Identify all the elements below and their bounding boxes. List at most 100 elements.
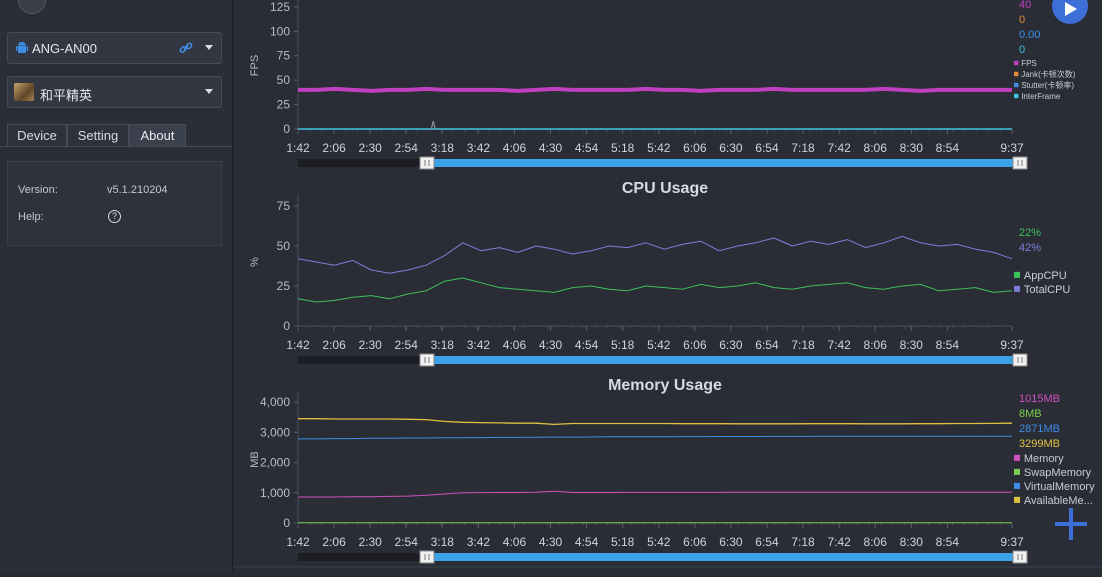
x-tick-label: 8:30: [900, 141, 924, 155]
x-tick-label: 2:30: [358, 535, 382, 549]
link-icon[interactable]: [179, 41, 193, 55]
x-tick-label: 7:42: [827, 338, 851, 352]
y-tick-label: 4,000: [260, 395, 290, 409]
legend-label: SwapMemory: [1024, 467, 1092, 479]
x-tick-label: 6:54: [755, 338, 779, 352]
legend-label: TotalCPU: [1024, 284, 1071, 296]
range-slider-handle: [1012, 353, 1028, 367]
x-tick-label: 8:30: [900, 338, 924, 352]
series-line-appcpu: [297, 277, 1013, 303]
chevron-down-icon: [205, 45, 213, 50]
tab-about[interactable]: About: [129, 124, 186, 147]
y-axis-label: MB: [249, 451, 261, 468]
y-tick-label: 50: [277, 239, 291, 253]
x-tick-label: 5:42: [647, 141, 671, 155]
device-name: ANG-AN00: [32, 41, 98, 56]
version-value: v5.1.210204: [107, 184, 168, 196]
x-tick-label: 8:06: [864, 535, 888, 549]
x-tick-label: 6:54: [755, 535, 779, 549]
series-line-virtualmemory: [298, 435, 1012, 440]
x-tick-label: 2:06: [322, 535, 346, 549]
x-tick-label: 8:30: [900, 535, 924, 549]
x-tick-label: 6:30: [719, 141, 743, 155]
charts-svg: 0 25 50 75 100 125 FPS 1:42 2:06 2:30 2:54 3:18 3:42…: [233, 0, 1102, 568]
game-icon: [14, 83, 34, 101]
version-label: Version:: [18, 184, 58, 196]
x-tick-label: 4:30: [539, 338, 563, 352]
y-tick-label: 125: [270, 0, 290, 14]
range-slider-selection: [427, 356, 1020, 364]
x-tick-label: 8:54: [936, 338, 960, 352]
avatar[interactable]: [18, 0, 46, 14]
y-axis-label: %: [249, 257, 261, 267]
current-value: 8MB: [1019, 408, 1042, 420]
x-tick-label: 5:18: [611, 141, 635, 155]
y-tick-label: 50: [277, 73, 291, 87]
x-tick-label: 2:54: [395, 338, 419, 352]
x-tick-label: 2:30: [358, 338, 382, 352]
x-tick-label: 8:54: [936, 141, 960, 155]
range-slider-handle: [1012, 156, 1028, 170]
tab-device[interactable]: Device: [7, 124, 67, 147]
series-line-availablememory: [298, 418, 1013, 426]
legend-swatch: [1014, 60, 1019, 66]
x-tick-label: 6:06: [683, 535, 707, 549]
x-tick-label: 4:06: [503, 141, 527, 155]
x-tick-label: 4:06: [503, 535, 527, 549]
x-tick-label: 5:42: [647, 535, 671, 549]
y-tick-label: 0: [283, 319, 290, 333]
legend-swatch: [1014, 93, 1019, 99]
legend-label: Memory: [1024, 453, 1064, 465]
app-name: 和平精英: [40, 88, 93, 103]
help-icon[interactable]: ?: [108, 210, 121, 223]
x-tick-label: 5:42: [647, 338, 671, 352]
current-value: 0.00: [1019, 29, 1040, 41]
x-tick-label: 3:18: [431, 338, 455, 352]
tab-divider: [0, 146, 232, 147]
legend-swatch: [1014, 271, 1021, 278]
android-icon: [16, 42, 28, 53]
chevron-down-icon: [205, 89, 213, 94]
legend-label: VirtualMemory: [1024, 481, 1095, 493]
chart-title: Memory Usage: [608, 377, 722, 394]
range-slider-handle: [1012, 550, 1028, 564]
chart-title: CPU Usage: [622, 180, 708, 197]
x-tick-label: 3:42: [467, 338, 491, 352]
x-tick-label: 8:06: [864, 338, 888, 352]
x-tick-label: 9:37: [1000, 141, 1024, 155]
x-tick-label: 7:42: [827, 141, 851, 155]
legend-swatch: [1014, 285, 1021, 292]
device-selector[interactable]: ANG-AN00: [7, 32, 222, 64]
y-tick-label: 25: [277, 98, 291, 112]
x-tick-label: 7:18: [791, 535, 815, 549]
current-value: 40: [1019, 0, 1031, 11]
x-tick-label: 4:06: [503, 338, 527, 352]
x-tick-label: 6:54: [755, 141, 779, 155]
about-panel: Version: v5.1.210204 Help: ?: [7, 161, 222, 246]
x-tick-label: 7:18: [791, 141, 815, 155]
x-tick-label: 2:54: [395, 535, 419, 549]
sidebar: ANG-AN00 和平精英 Device Setting About Versi…: [0, 0, 233, 572]
app-selector[interactable]: 和平精英: [7, 76, 222, 108]
x-tick-label: 4:54: [575, 535, 599, 549]
tab-setting[interactable]: Setting: [67, 124, 129, 147]
x-tick-label: 6:30: [719, 338, 743, 352]
x-tick-label: 5:18: [611, 535, 635, 549]
x-tick-label: 7:42: [827, 535, 851, 549]
range-slider-handle: [419, 353, 435, 367]
y-tick-label: 25: [277, 279, 291, 293]
add-icon[interactable]: [1055, 508, 1087, 540]
y-tick-label: 100: [270, 24, 290, 38]
help-label: Help:: [18, 211, 44, 223]
series-line-fps: [298, 86, 1012, 93]
range-slider-selection: [427, 159, 1020, 167]
legend-swatch: [1014, 496, 1021, 503]
interframe-spike: [430, 121, 436, 130]
legend-label: AppCPU: [1024, 270, 1067, 282]
current-value: 22%: [1019, 227, 1041, 239]
y-tick-label: 0: [283, 516, 290, 530]
legend-label: Stutter(卡顿率): [1021, 80, 1074, 90]
legend-swatch: [1014, 482, 1021, 489]
range-slider-handle: [419, 550, 435, 564]
y-tick-label: 75: [277, 199, 291, 213]
